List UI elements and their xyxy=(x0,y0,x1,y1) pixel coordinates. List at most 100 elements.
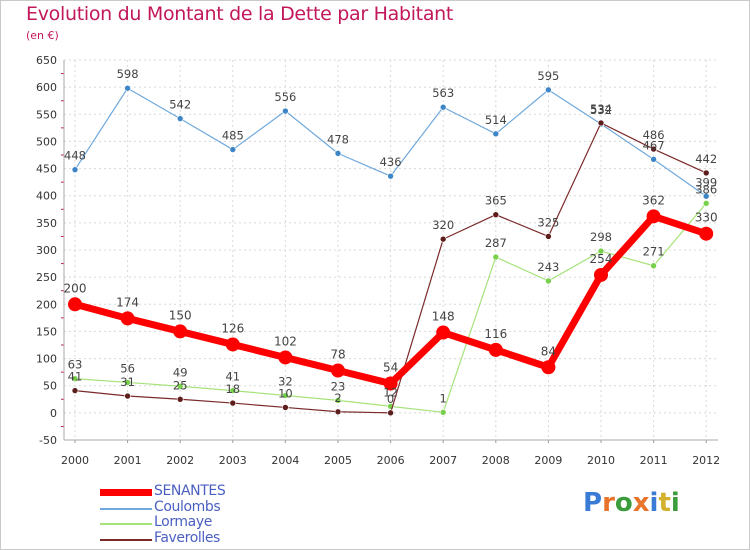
y-tick-label: 650 xyxy=(36,54,57,67)
data-label-senantes: 116 xyxy=(484,327,507,341)
point-lormaye xyxy=(545,277,552,285)
y-tick-label: 600 xyxy=(36,81,57,94)
y-tick-label: 200 xyxy=(36,298,57,311)
data-label-lormaye: 298 xyxy=(590,230,612,244)
x-tick-label: 2009 xyxy=(534,454,562,467)
point-senantes xyxy=(278,350,293,365)
legend-label-coulombs: Coulombs xyxy=(154,499,221,515)
y-tick-label: 550 xyxy=(36,108,57,121)
legend-swatch-faverolles xyxy=(100,539,152,541)
y-tick-label: 250 xyxy=(36,271,57,284)
data-label-faverolles: 41 xyxy=(68,370,83,384)
data-label-senantes: 102 xyxy=(274,334,297,348)
point-faverolles xyxy=(176,395,184,403)
x-tick-label: 2006 xyxy=(377,454,405,467)
point-faverolles xyxy=(334,408,342,416)
proxiti-logo: Proxiti xyxy=(583,488,680,518)
data-labels-layer: 4485985424855564784365635145955324673996… xyxy=(64,67,718,406)
data-label-lormaye: 1 xyxy=(440,391,447,405)
data-label-senantes: 84 xyxy=(541,344,556,358)
legend-swatch-lormaye xyxy=(100,523,152,525)
data-label-faverolles: 365 xyxy=(485,194,507,208)
point-coulombs xyxy=(439,103,447,111)
data-label-coulombs: 478 xyxy=(327,132,349,146)
x-axis-ticks: 2000 2001 2002 2003 2004 2005 2006 2007 2008 2009… xyxy=(61,454,720,467)
y-tick-label: 350 xyxy=(36,217,57,230)
point-faverolles xyxy=(650,145,657,153)
point-senantes xyxy=(699,226,714,241)
point-lormaye xyxy=(597,247,605,255)
point-faverolles xyxy=(439,235,447,243)
point-coulombs xyxy=(650,156,657,163)
point-coulombs xyxy=(176,115,184,122)
logo-letter: t xyxy=(658,488,671,518)
point-lormaye xyxy=(282,392,289,399)
x-tick-label: 2001 xyxy=(114,454,142,467)
point-faverolles xyxy=(71,387,79,394)
data-label-coulombs: 563 xyxy=(432,86,454,100)
data-label-senantes: 254 xyxy=(590,252,613,266)
y-tick-label: -50 xyxy=(39,434,57,447)
data-label-senantes: 362 xyxy=(642,193,665,207)
data-label-coulombs: 467 xyxy=(643,138,665,152)
point-faverolles xyxy=(282,404,289,411)
point-senantes xyxy=(541,360,556,375)
y-tick-label: 400 xyxy=(36,190,57,203)
point-senantes xyxy=(488,342,503,357)
x-tick-label: 2004 xyxy=(271,454,299,467)
data-label-faverolles: 486 xyxy=(643,128,665,142)
point-lormaye xyxy=(702,200,710,207)
x-tick-label: 2008 xyxy=(482,454,510,467)
data-label-senantes: 200 xyxy=(64,281,87,295)
point-coulombs xyxy=(71,166,79,173)
point-senantes xyxy=(173,324,188,339)
data-label-senantes: 148 xyxy=(432,310,455,324)
y-tick-label: 450 xyxy=(36,163,57,176)
point-lormaye xyxy=(492,253,500,261)
x-tick-label: 2005 xyxy=(324,454,352,467)
legend-swatch-senantes xyxy=(100,489,152,496)
legend-label-senantes: SENANTES xyxy=(154,483,226,499)
legend-swatch-coulombs xyxy=(100,508,152,510)
data-label-faverolles: 534 xyxy=(590,102,612,116)
data-label-coulombs: 598 xyxy=(117,67,139,81)
point-lormaye xyxy=(650,262,657,270)
point-faverolles xyxy=(702,169,710,177)
point-coulombs xyxy=(545,86,552,94)
data-label-faverolles: 10 xyxy=(278,386,293,400)
point-lormaye xyxy=(124,379,131,386)
data-label-lormaye: 32 xyxy=(278,374,293,388)
data-label-coulombs: 448 xyxy=(64,149,86,163)
point-faverolles xyxy=(229,399,237,407)
data-label-coulombs: 514 xyxy=(485,113,507,127)
x-tick-label: 2007 xyxy=(429,454,457,467)
x-tick-label: 2010 xyxy=(587,454,615,467)
data-label-lormaye: 287 xyxy=(485,236,507,250)
point-coulombs xyxy=(387,172,394,180)
data-label-senantes: 126 xyxy=(221,321,244,335)
y-tick-label: 150 xyxy=(36,325,57,338)
x-tick-label: 2011 xyxy=(640,454,668,467)
point-senantes xyxy=(383,376,398,391)
data-label-lormaye: 386 xyxy=(695,182,717,196)
y-tick-label: 100 xyxy=(36,353,57,366)
logo-letter: P xyxy=(583,488,603,518)
point-senantes xyxy=(120,311,135,326)
data-label-faverolles: 2 xyxy=(334,391,341,405)
data-label-coulombs: 436 xyxy=(380,155,402,169)
data-label-senantes: 78 xyxy=(330,348,345,362)
point-lormaye xyxy=(229,387,237,394)
point-faverolles xyxy=(597,119,605,127)
point-senantes xyxy=(646,209,661,224)
data-label-faverolles: 25 xyxy=(173,378,188,392)
x-tick-label: 2012 xyxy=(692,454,720,467)
data-label-coulombs: 556 xyxy=(274,90,296,104)
logo-letter: o xyxy=(614,488,633,518)
point-coulombs xyxy=(702,192,710,200)
data-label-coulombs: 542 xyxy=(169,98,191,112)
point-coulombs xyxy=(334,150,342,157)
data-label-lormaye: 41 xyxy=(225,370,240,384)
axes xyxy=(61,60,718,443)
data-label-faverolles: 442 xyxy=(695,152,717,166)
